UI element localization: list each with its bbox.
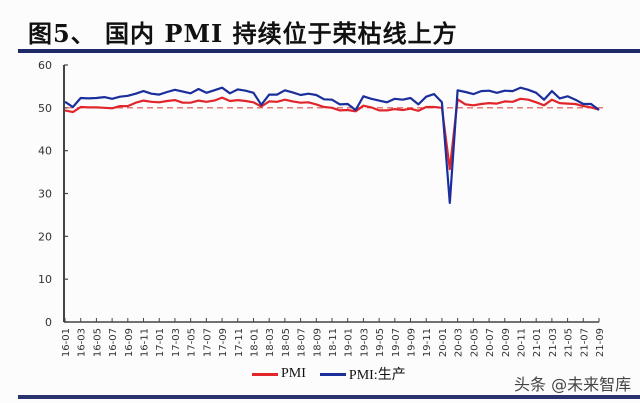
x-tick-label: 17-09 xyxy=(218,328,229,357)
x-tick-label: 19-03 xyxy=(359,328,370,357)
y-tick-label: 40 xyxy=(38,145,52,158)
watermark: 头条 @未来智库 xyxy=(514,375,632,394)
pmi-line xyxy=(64,96,600,171)
bottom-rule xyxy=(18,395,640,399)
x-tick-label: 20-09 xyxy=(501,328,512,357)
x-tick-label: 21-01 xyxy=(532,328,543,357)
x-tick-label: 16-09 xyxy=(124,328,135,357)
legend: PMI PMI:生产 xyxy=(252,364,406,384)
y-tick-label: 50 xyxy=(38,102,52,115)
x-tick-label: 21-03 xyxy=(548,328,559,357)
x-tick-label: 18-01 xyxy=(249,328,260,357)
x-tick-label: 16-01 xyxy=(61,328,72,357)
x-tick-label: 20-03 xyxy=(454,328,465,357)
x-tick-label: 16-05 xyxy=(92,328,103,357)
x-tick-label: 19-11 xyxy=(422,328,433,357)
x-tick-label: 20-05 xyxy=(469,328,480,357)
legend-swatch-production xyxy=(319,372,346,376)
x-tick-label: 16-07 xyxy=(108,328,119,357)
y-tick-label: 20 xyxy=(38,230,52,243)
series-lines xyxy=(64,86,600,204)
x-tick-label: 17-11 xyxy=(234,328,245,357)
figure-title: 图5、 国内 PMI 持续位于荣枯线上方 xyxy=(28,19,458,48)
y-tick-label: 60 xyxy=(38,59,52,72)
legend-swatch-pmi xyxy=(252,372,278,376)
x-tick-label: 19-09 xyxy=(407,328,418,357)
x-axis: 16-01 16-03 16-05 16-07 16-09 16-11 17-01 17-03… xyxy=(61,318,606,357)
y-tick-label: 0 xyxy=(45,316,52,329)
x-tick-label: 18-09 xyxy=(312,328,323,357)
x-tick-label: 17-07 xyxy=(202,328,213,357)
x-tick-label: 20-01 xyxy=(438,328,449,357)
x-tick-label: 16-11 xyxy=(140,328,151,357)
x-tick-label: 19-07 xyxy=(391,328,402,357)
x-tick-label: 17-05 xyxy=(187,328,198,357)
y-axis: 0 10 20 30 40 50 60 xyxy=(38,59,68,329)
title-rule xyxy=(18,49,640,53)
x-tick-label: 21-09 xyxy=(595,328,606,357)
x-tick-label: 18-11 xyxy=(328,328,339,357)
x-tick-label: 19-05 xyxy=(375,328,386,357)
x-tick-label: 16-03 xyxy=(77,328,88,357)
x-tick-label: 18-07 xyxy=(297,328,308,357)
y-tick-label: 30 xyxy=(38,188,52,201)
x-tick-label: 17-03 xyxy=(171,328,182,357)
x-tick-label: 19-01 xyxy=(344,328,355,357)
x-tick-label: 17-01 xyxy=(155,328,166,357)
x-tick-label: 20-07 xyxy=(485,328,496,357)
y-tick-label: 10 xyxy=(38,273,52,286)
x-tick-label: 21-07 xyxy=(579,328,590,357)
x-tick-label: 18-05 xyxy=(281,328,292,357)
legend-label-pmi: PMI xyxy=(281,366,306,381)
x-tick-label: 18-03 xyxy=(265,328,276,357)
x-tick-label: 20-11 xyxy=(516,328,527,357)
production-line xyxy=(64,86,600,204)
legend-item-pmi: PMI xyxy=(252,366,306,382)
legend-label-production: PMI:生产 xyxy=(348,368,406,383)
legend-item-production: PMI:生产 xyxy=(319,364,406,384)
x-tick-label: 21-05 xyxy=(564,328,575,357)
